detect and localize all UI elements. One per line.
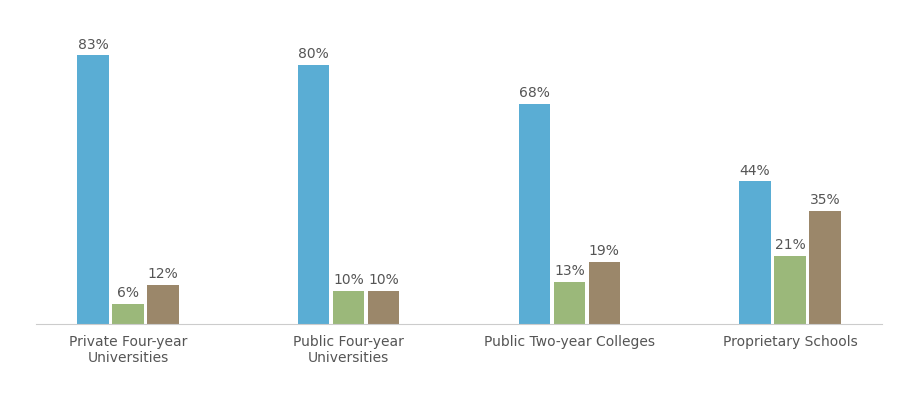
Bar xyxy=(774,256,806,324)
Text: 68%: 68% xyxy=(519,86,550,100)
Bar xyxy=(368,291,400,324)
Text: 80%: 80% xyxy=(298,47,329,61)
Bar xyxy=(554,282,585,324)
Bar xyxy=(333,291,364,324)
Text: 13%: 13% xyxy=(554,264,585,278)
Text: 6%: 6% xyxy=(117,286,139,300)
Text: 10%: 10% xyxy=(368,273,399,288)
Text: 21%: 21% xyxy=(775,238,806,252)
Bar xyxy=(112,304,144,324)
Text: 10%: 10% xyxy=(333,273,364,288)
Bar xyxy=(589,262,620,324)
Text: 44%: 44% xyxy=(740,164,770,178)
Text: 12%: 12% xyxy=(148,267,178,281)
Bar xyxy=(518,104,550,324)
Text: 83%: 83% xyxy=(77,37,108,51)
Bar xyxy=(809,210,841,324)
Text: 35%: 35% xyxy=(810,193,841,207)
Bar xyxy=(298,65,329,324)
Bar xyxy=(77,55,109,324)
Bar xyxy=(740,181,770,324)
Bar xyxy=(148,285,178,324)
Text: 19%: 19% xyxy=(589,244,620,259)
